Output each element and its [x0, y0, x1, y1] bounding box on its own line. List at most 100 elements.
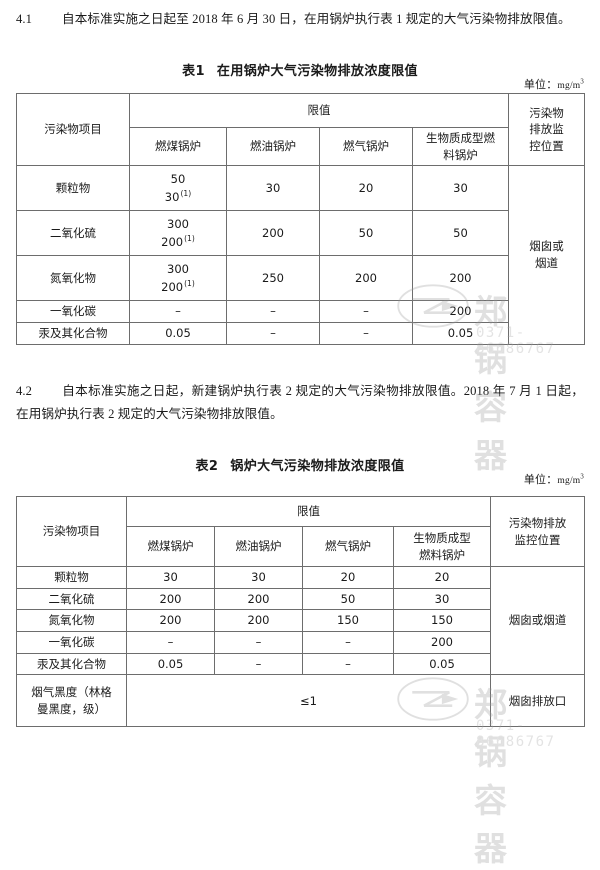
table-2-row-0-item: 颗粒物 [16, 566, 127, 589]
paragraph-number-4-1: 4.1 [16, 12, 33, 26]
table-1-row-1-oil: 200 [226, 210, 320, 257]
table-2-header-gas: 燃气锅炉 [302, 526, 394, 567]
paragraph-number-4-2: 4.2 [16, 384, 33, 398]
table-1-row-0-coal-line-2: 30 [164, 189, 180, 204]
table-1-row-1-gas: 50 [319, 210, 413, 257]
table-1-header-location-line-1: 污染物 [529, 105, 564, 120]
table-1-row-0-oil: 30 [226, 165, 320, 212]
table-2-smoke-item-line-1: 烟气黑度（林格 [31, 685, 112, 700]
table-1-location-value: 烟囱或 烟道 [508, 165, 585, 345]
table-1-row-1-coal: 300 200(1) [129, 210, 227, 257]
table-2-header-oil: 燃油锅炉 [214, 526, 303, 567]
table-2-smoke-value: ≤1 [126, 674, 491, 728]
table-1-row-3-item: 一氧化碳 [16, 300, 130, 324]
table-1-header-coal: 燃煤锅炉 [129, 126, 227, 167]
table-1-row-3-gas: – [319, 300, 413, 324]
table-1-row-1-coal-line-1: 300 [167, 217, 189, 232]
table-1-unit-line: 单位：mg/m3 [16, 76, 584, 92]
table-2-new-boiler-limits: 污染物项目 限值 污染物排放 监控位置 燃煤锅炉 燃油锅炉 燃气锅炉 生物质成型… [16, 496, 585, 728]
table-2-caption-label: 表2 [195, 459, 219, 474]
table-row: 氮氧化物 200 200 150 150 [16, 609, 585, 633]
table-2-row-4-coal: 0.05 [126, 652, 215, 676]
unit-label-1: 单位： [523, 79, 558, 91]
table-2-row-2-biomass: 150 [393, 609, 491, 633]
table-2-caption-title: 锅炉大气污染物排放浓度限值 [230, 459, 405, 474]
table-1-row-2-gas: 200 [319, 255, 413, 302]
table-2-row-3-oil: – [214, 631, 303, 654]
paragraph-4-2: 4.2 自本标准实施之日起，新建锅炉执行表 2 规定的大气污染物排放限值。2018… [16, 380, 584, 426]
table-2-header-biomass-line-1: 生物质成型 [413, 530, 471, 545]
unit-value-1: mg/m [557, 81, 581, 91]
table-2-header-coal: 燃煤锅炉 [126, 526, 215, 567]
table-2-row-1-biomass: 30 [393, 587, 491, 611]
table-2-row-2-gas: 150 [302, 609, 394, 633]
table-2-header-biomass: 生物质成型 燃料锅炉 [393, 526, 491, 567]
paragraph-4-1: 4.1 自本标准实施之日起至 2018 年 6 月 30 日，在用锅炉执行表 1 … [16, 8, 584, 31]
table-row: 一氧化碳 – – – 200 [16, 631, 585, 654]
table-1-header-location-line-2: 排放监 [529, 122, 564, 137]
table-1-row-2-coal: 300 200(1) [129, 255, 227, 302]
table-1-row-0-coal: 50 30(1) [129, 165, 227, 212]
table-1-row-0-biomass: 30 [412, 165, 509, 212]
unit-value-2: mg/m [557, 476, 581, 486]
table-1-header-oil: 燃油锅炉 [226, 126, 320, 167]
table-1-row-0-coal-note: (1) [180, 188, 192, 198]
table-2-row-1-coal: 200 [126, 587, 215, 611]
table-2-row-4-oil: – [214, 652, 303, 676]
table-1-header-gas: 燃气锅炉 [319, 126, 413, 167]
table-2-smoke-item-line-2: 曼黑度，级） [37, 701, 106, 716]
table-1-header-location: 污染物 排放监 控位置 [508, 92, 585, 167]
table-row: 氮氧化物 300 200(1) 250 200 200 [16, 255, 585, 302]
table-2-row-2-item: 氮氧化物 [16, 609, 127, 633]
table-2-header-item: 污染物项目 [16, 496, 127, 567]
table-2-row-1-item: 二氧化硫 [16, 587, 127, 611]
table-1-caption: 表1 在用锅炉大气污染物排放浓度限值 [0, 60, 600, 79]
table-2-row-0-gas: 20 [302, 566, 394, 589]
table-1-row-1-item: 二氧化硫 [16, 210, 130, 257]
table-2-smoke-item: 烟气黑度（林格 曼黑度，级） [16, 674, 127, 728]
table-2-row-4-biomass: 0.05 [393, 652, 491, 676]
table-1-location-value-line-1: 烟囱或 [529, 239, 564, 254]
table-1-header-limit-group: 限值 [129, 93, 509, 128]
table-2-row-0-coal: 30 [126, 566, 215, 589]
table-2-row-1-oil: 200 [214, 587, 303, 611]
table-1-row-4-oil: – [226, 322, 320, 345]
table-1-header-biomass-line-1: 生物质成型燃 [426, 131, 495, 145]
table-2-header-location: 污染物排放 监控位置 [490, 496, 585, 567]
table-1-row-2-biomass: 200 [412, 255, 509, 302]
table-1-row-4-biomass: 0.05 [412, 322, 509, 345]
unit-exponent-1: 3 [580, 78, 584, 86]
table-1-caption-title: 在用锅炉大气污染物排放浓度限值 [216, 64, 418, 79]
table-2-header-biomass-line-2: 燃料锅炉 [419, 547, 465, 562]
table-1-row-0-item: 颗粒物 [16, 165, 130, 212]
table-2-caption: 表2 锅炉大气污染物排放浓度限值 [0, 455, 600, 474]
table-2-header-row-2: 燃煤锅炉 燃油锅炉 燃气锅炉 生物质成型 燃料锅炉 [17, 526, 585, 567]
table-1-row-4-gas: – [319, 322, 413, 345]
table-1-row-3-coal: – [129, 300, 227, 324]
table-2-unit-line: 单位：mg/m3 [16, 471, 584, 487]
table-1-header-row-2: 燃煤锅炉 燃油锅炉 燃气锅炉 生物质成型燃 料锅炉 [17, 126, 585, 167]
table-1-row-3-oil: – [226, 300, 320, 324]
table-1-row-2-coal-line-2: 200 [161, 279, 184, 294]
table-row: 烟气黑度（林格 曼黑度，级） ≤1 烟囱排放口 [16, 674, 585, 728]
table-1-row-2-coal-line-1: 300 [167, 262, 189, 277]
table-1-header-location-line-3: 控位置 [529, 139, 564, 153]
table-2-row-3-gas: – [302, 631, 394, 654]
table-2-smoke-location: 烟囱排放口 [490, 674, 585, 728]
table-1-row-0-coal-line-1: 50 [170, 172, 186, 187]
table-2-row-1-gas: 50 [302, 587, 394, 611]
table-2-location-value: 烟囱或烟道 [490, 565, 585, 676]
table-1-header-biomass: 生物质成型燃 料锅炉 [412, 126, 509, 167]
table-1-row-4-item: 汞及其化合物 [16, 322, 130, 345]
table-2-row-0-biomass: 20 [393, 566, 491, 589]
table-1-row-3-biomass: 200 [412, 300, 509, 324]
document-page: 4.1 自本标准实施之日起至 2018 年 6 月 30 日，在用锅炉执行表 1 … [0, 8, 600, 868]
table-row: 汞及其化合物 0.05 – – 0.05 [16, 322, 585, 345]
table-1-row-4-coal: 0.05 [129, 322, 227, 345]
table-2-row-3-coal: – [126, 631, 215, 654]
table-2-row-3-item: 一氧化碳 [16, 631, 127, 654]
table-2-header-row-1: 污染物项目 限值 污染物排放 监控位置 [16, 496, 585, 567]
table-row: 颗粒物 50 30(1) 30 20 30 烟囱或 烟道 [16, 165, 585, 345]
table-1-header-item: 污染物项目 [16, 92, 130, 167]
table-2-row-2-coal: 200 [126, 609, 215, 633]
